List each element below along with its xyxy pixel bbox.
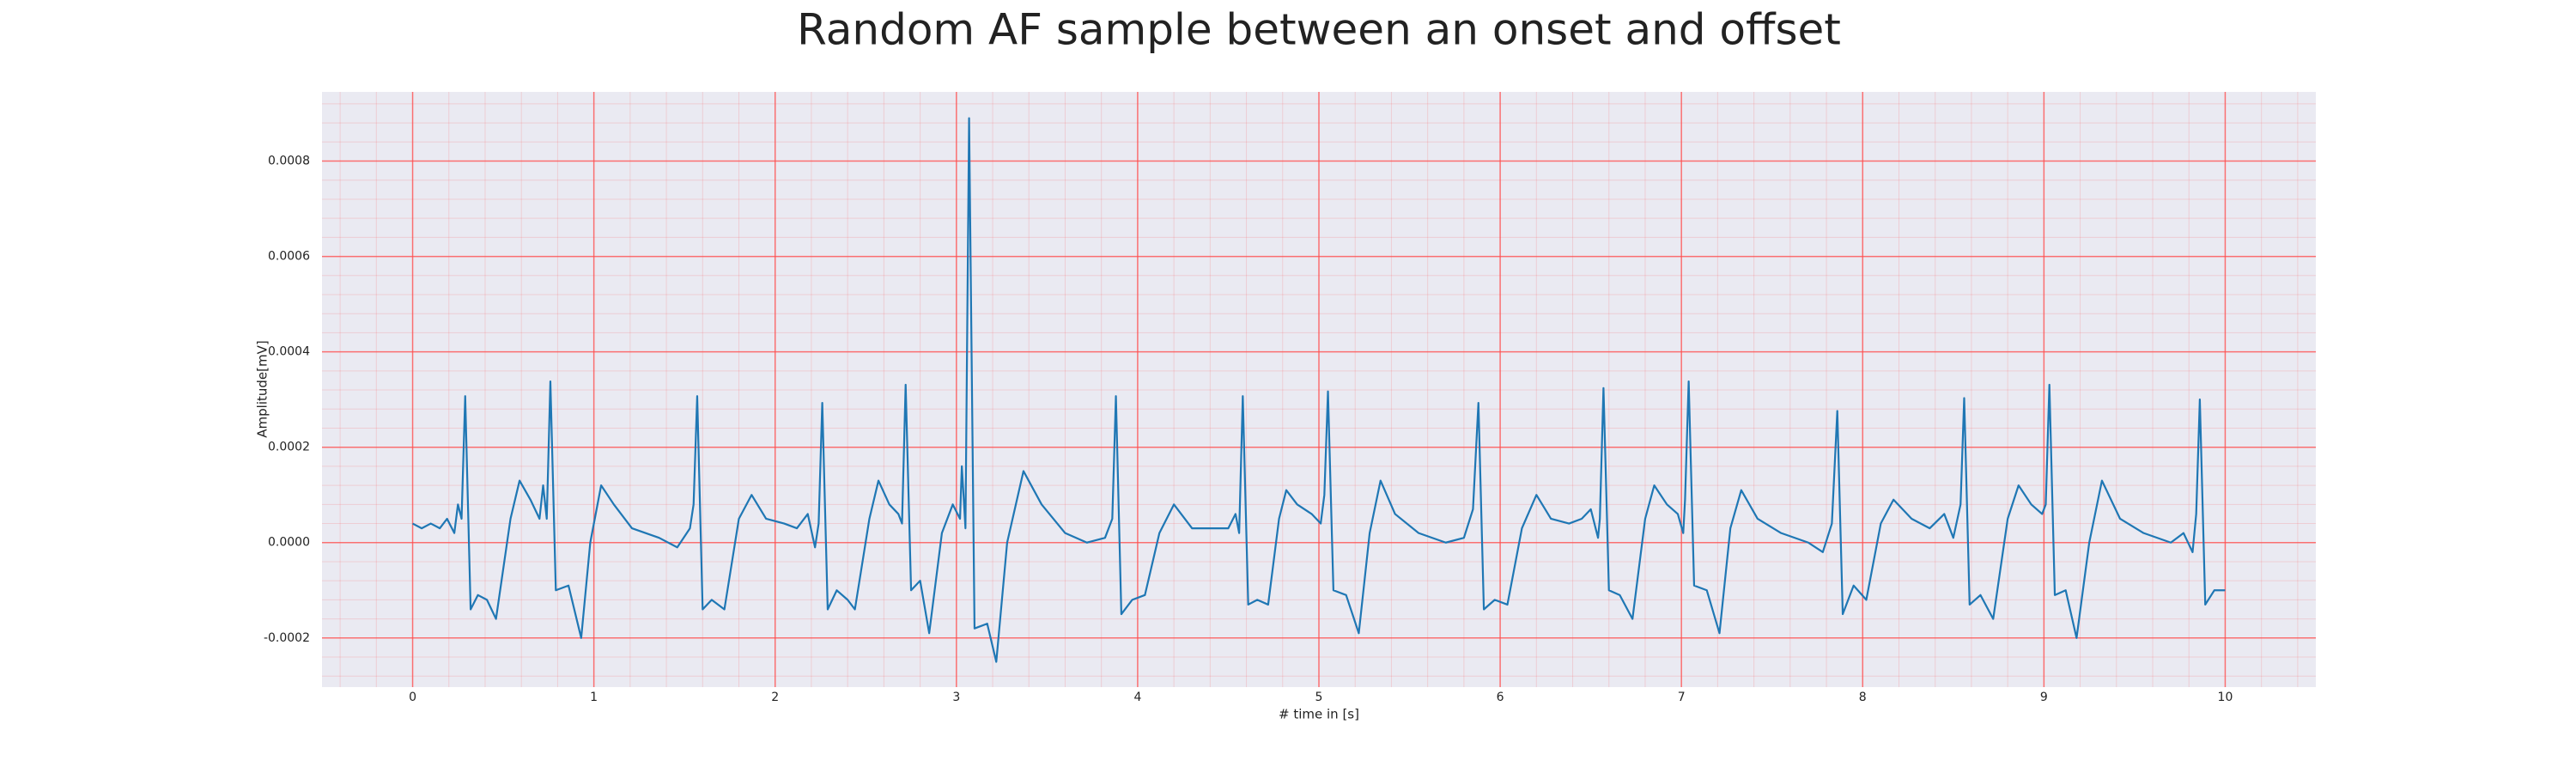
y-tick-label: 0.0008 bbox=[268, 155, 310, 168]
x-tick-label: 7 bbox=[1678, 691, 1686, 704]
chart-title: Random AF sample between an onset and of… bbox=[797, 5, 1841, 55]
x-tick-label: 2 bbox=[771, 691, 779, 704]
x-tick-label: 9 bbox=[2040, 691, 2048, 704]
x-axis-label: # time in [s] bbox=[1279, 707, 1359, 722]
x-tick-label: 3 bbox=[952, 691, 960, 704]
y-tick-label: 0.0004 bbox=[268, 345, 310, 359]
x-tick-label: 10 bbox=[2218, 691, 2233, 704]
signal-line bbox=[412, 117, 2226, 663]
grid bbox=[322, 92, 2316, 687]
y-tick-label: -0.0002 bbox=[264, 631, 310, 645]
x-tick-label: 4 bbox=[1133, 691, 1141, 704]
y-axis-label: Amplitude[mV] bbox=[255, 340, 270, 437]
y-tick-label: 0.0006 bbox=[268, 250, 310, 264]
y-tick-label: 0.0002 bbox=[268, 441, 310, 454]
x-tick-label: 5 bbox=[1315, 691, 1323, 704]
x-tick-label: 0 bbox=[409, 691, 416, 704]
y-tick-label: 0.0000 bbox=[268, 536, 310, 550]
x-tick-label: 1 bbox=[590, 691, 598, 704]
x-tick-label: 8 bbox=[1859, 691, 1867, 704]
x-tick-label: 6 bbox=[1497, 691, 1504, 704]
